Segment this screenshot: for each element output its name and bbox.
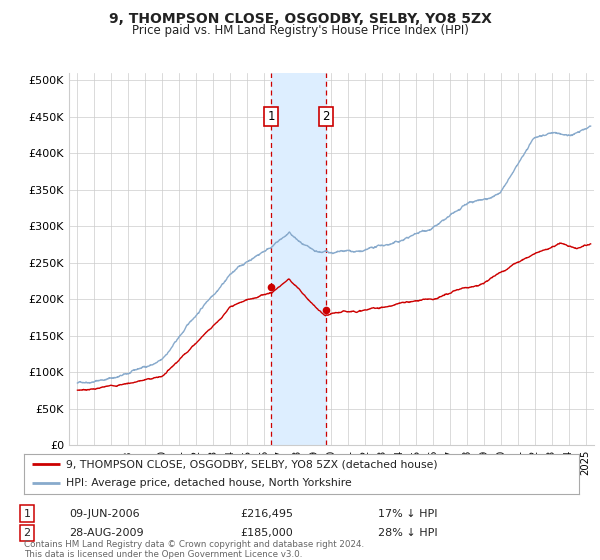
Text: 17% ↓ HPI: 17% ↓ HPI: [378, 508, 437, 519]
Text: Contains HM Land Registry data © Crown copyright and database right 2024.
This d: Contains HM Land Registry data © Crown c…: [24, 540, 364, 559]
Text: 9, THOMPSON CLOSE, OSGODBY, SELBY, YO8 5ZX (detached house): 9, THOMPSON CLOSE, OSGODBY, SELBY, YO8 5…: [65, 460, 437, 469]
Text: 1: 1: [268, 110, 275, 123]
Text: 9, THOMPSON CLOSE, OSGODBY, SELBY, YO8 5ZX: 9, THOMPSON CLOSE, OSGODBY, SELBY, YO8 5…: [109, 12, 491, 26]
Text: 28% ↓ HPI: 28% ↓ HPI: [378, 528, 437, 538]
Text: £185,000: £185,000: [240, 528, 293, 538]
Text: 09-JUN-2006: 09-JUN-2006: [69, 508, 140, 519]
Text: Price paid vs. HM Land Registry's House Price Index (HPI): Price paid vs. HM Land Registry's House …: [131, 24, 469, 36]
Text: 2: 2: [23, 528, 31, 538]
Bar: [271, 73, 326, 445]
Text: £216,495: £216,495: [240, 508, 293, 519]
Text: 28-AUG-2009: 28-AUG-2009: [69, 528, 143, 538]
Text: 1: 1: [23, 508, 31, 519]
Text: 2: 2: [322, 110, 329, 123]
Text: HPI: Average price, detached house, North Yorkshire: HPI: Average price, detached house, Nort…: [65, 478, 352, 488]
